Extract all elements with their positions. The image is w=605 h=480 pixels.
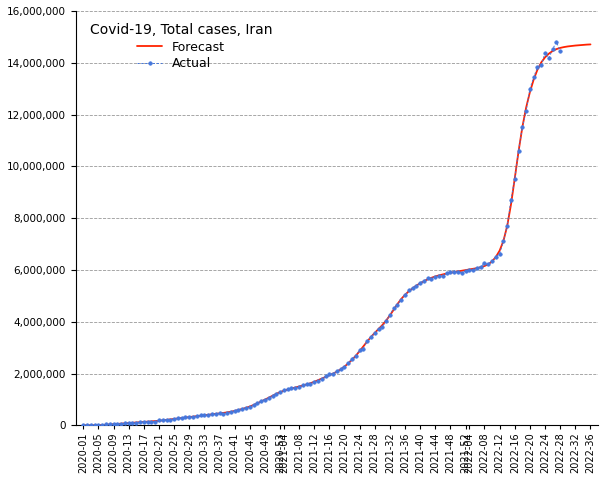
Forecast: [197, 413, 204, 419]
Actual: [367, 334, 374, 340]
Forecast: [443, 271, 450, 276]
Actual: [526, 86, 534, 92]
Actual: [106, 421, 113, 427]
Actual: [386, 312, 393, 318]
Forecast: [348, 357, 356, 363]
Actual: [360, 346, 367, 351]
Actual: [83, 422, 91, 428]
Forecast: [367, 334, 374, 340]
Line: Actual: Actual: [82, 40, 562, 427]
Line: Forecast: Forecast: [83, 45, 590, 425]
Forecast: [587, 42, 594, 48]
Actual: [485, 261, 492, 267]
Actual: [553, 39, 560, 45]
Actual: [80, 422, 87, 428]
Forecast: [553, 46, 560, 52]
Forecast: [80, 422, 87, 428]
Forecast: [518, 124, 526, 130]
Actual: [557, 48, 564, 54]
Legend: Forecast, Actual: Forecast, Actual: [86, 19, 276, 74]
